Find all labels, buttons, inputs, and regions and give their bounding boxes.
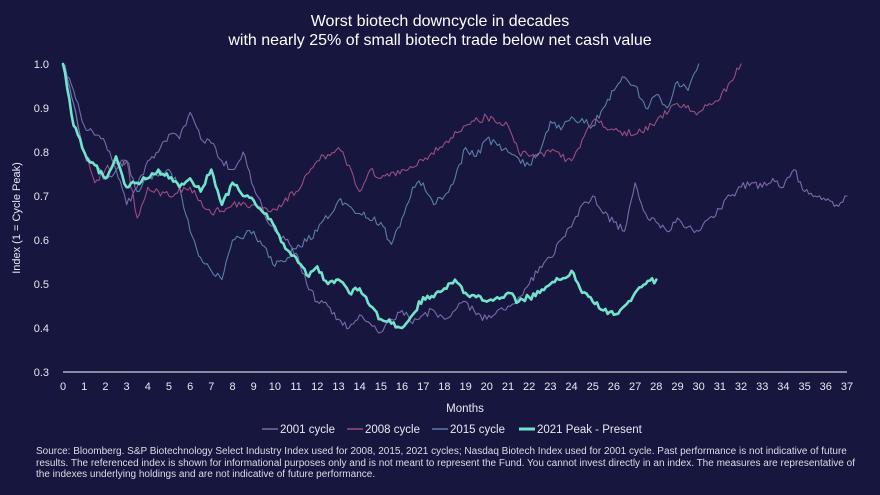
x-tick-label: 4: [145, 381, 151, 393]
y-tick-label: 0.3: [34, 367, 49, 379]
x-tick-label: 0: [60, 381, 66, 393]
x-tick-label: 18: [438, 381, 450, 393]
chart-title: Worst biotech downcycle in decades with …: [0, 12, 880, 50]
chart-title-line2: with nearly 25% of small biotech trade b…: [228, 32, 652, 49]
x-tick-label: 11: [290, 381, 301, 393]
x-tick-label: 36: [820, 381, 832, 393]
x-tick-label: 32: [735, 381, 747, 393]
x-tick-label: 19: [459, 381, 471, 393]
legend-label: 2008 cycle: [365, 424, 420, 436]
x-tick-label: 2: [102, 381, 108, 393]
line-chart: 0.30.40.50.60.70.80.91.00 1 2 3 4 5 6 7 8 9 10 11 12…: [11, 59, 853, 436]
series-line-2: [62, 63, 742, 219]
x-tick-label: 34: [777, 381, 789, 393]
x-tick-label: 30: [693, 381, 705, 393]
x-tick-label: 10: [269, 381, 281, 393]
x-tick-label: 6: [187, 381, 193, 393]
x-tick-label: 1: [81, 381, 87, 393]
x-tick-label: 27: [629, 381, 641, 393]
x-tick-label: 15: [375, 381, 387, 393]
x-tick-label: 37: [841, 381, 853, 393]
series-line-3: [62, 63, 700, 281]
x-tick-label: 3: [124, 381, 130, 393]
x-tick-label: 20: [481, 381, 493, 393]
x-tick-label: 28: [650, 381, 662, 393]
y-tick-label: 1.0: [34, 59, 49, 71]
x-tick-label: 9: [251, 381, 257, 393]
legend-label: 2021 Peak - Present: [537, 424, 643, 436]
x-tick-label: 8: [229, 381, 235, 393]
y-tick-label: 0.5: [34, 279, 49, 291]
x-tick-label: 29: [671, 381, 683, 393]
legend-label: 2001 cycle: [280, 424, 335, 436]
x-tick-label: 23: [544, 381, 556, 393]
x-tick-label: 7: [208, 381, 214, 393]
x-tick-label: 24: [565, 381, 577, 393]
series-line-4: [61, 62, 658, 330]
legend-label: 2015 cycle: [450, 424, 505, 436]
chart-title-line1: Worst biotech downcycle in decades: [310, 13, 570, 30]
x-tick-label: 13: [332, 381, 344, 393]
y-tick-label: 0.7: [34, 191, 49, 203]
y-tick-label: 0.9: [34, 103, 49, 115]
x-tick-label: 5: [166, 381, 172, 393]
x-tick-label: 12: [311, 381, 323, 393]
x-tick-label: 22: [523, 381, 535, 393]
y-tick-label: 0.8: [34, 147, 49, 159]
y-axis-title: Index (1 = Cycle Peak): [11, 162, 23, 274]
y-tick-label: 0.4: [34, 323, 49, 335]
x-tick-label: 35: [798, 381, 810, 393]
x-axis-title: Months: [446, 403, 484, 415]
x-tick-label: 21: [502, 381, 514, 393]
y-tick-label: 0.6: [34, 235, 49, 247]
x-tick-label: 14: [354, 381, 366, 393]
source-footnote: Source: Bloomberg. S&P Biotechnology Sel…: [36, 446, 855, 481]
series-line-1: [62, 63, 848, 334]
x-tick-label: 25: [587, 381, 599, 393]
x-tick-label: 16: [396, 381, 408, 393]
x-tick-label: 17: [417, 381, 429, 393]
x-tick-label: 26: [608, 381, 620, 393]
x-tick-label: 31: [714, 381, 726, 393]
x-tick-label: 33: [756, 381, 768, 393]
